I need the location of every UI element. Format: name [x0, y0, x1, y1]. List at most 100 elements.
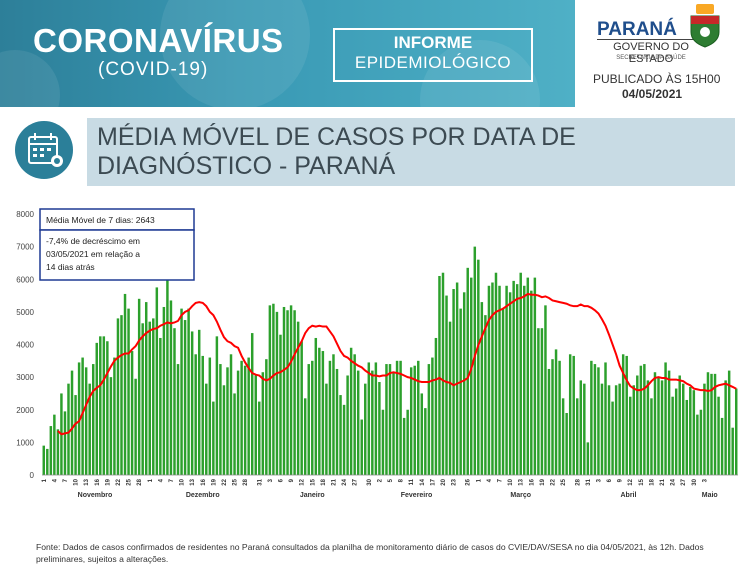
x-tick-label: 4 [52, 478, 58, 482]
daily-cases-bar [448, 321, 452, 475]
daily-cases-bar [540, 328, 544, 475]
daily-cases-bar [346, 375, 349, 475]
month-label: Março [510, 492, 531, 499]
daily-cases-bar [643, 364, 646, 475]
daily-cases-bar [735, 388, 738, 475]
daily-cases-bar [307, 364, 310, 475]
daily-cases-bar [614, 385, 618, 475]
daily-cases-bar [501, 308, 505, 475]
x-tick-label: 27 [353, 478, 359, 485]
daily-cases-bar [554, 349, 558, 475]
daily-cases-bar [724, 380, 727, 475]
daily-cases-bar [660, 380, 664, 475]
section-heading-box: MÉDIA MÓVEL DE CASOS POR DATA DE DIAGNÓS… [87, 118, 735, 186]
daily-cases-bar [674, 388, 678, 475]
daily-cases-bar [169, 300, 173, 475]
published-date: 04/05/2021 [622, 87, 683, 101]
daily-cases-bar [279, 334, 282, 475]
annotation-decrease-line1: -7,4% de decréscimo em [46, 236, 142, 246]
daily-cases-bar [367, 362, 371, 475]
daily-cases-bar [579, 380, 583, 475]
daily-cases-bar [247, 357, 250, 475]
daily-cases-bar [162, 306, 166, 475]
y-tick-label: 2000 [16, 406, 34, 415]
daily-cases-bar [250, 333, 254, 475]
daily-cases-bar [604, 362, 607, 475]
daily-cases-bar [561, 398, 565, 475]
daily-cases-bar [696, 414, 699, 475]
daily-cases-bar [526, 277, 530, 475]
x-tick-label: 10 [180, 478, 186, 485]
daily-cases-bar [682, 383, 685, 475]
section-heading: MÉDIA MÓVEL DE CASOS POR DATA DE DIAGNÓS… [97, 123, 576, 180]
daily-cases-bar [254, 375, 257, 475]
month-label: Janeiro [300, 492, 325, 499]
x-tick-label: 14 [420, 478, 426, 485]
daily-cases-bar [84, 367, 88, 475]
daily-cases-bar [459, 308, 462, 475]
daily-cases-bar [731, 427, 734, 475]
daily-cases-bar [593, 364, 597, 475]
daily-cases-bar [477, 259, 480, 475]
daily-cases-bar [385, 364, 388, 475]
daily-cases-bar [508, 292, 512, 475]
daily-cases-bar [49, 426, 53, 475]
daily-cases-bar [455, 282, 459, 475]
daily-cases-bar [547, 368, 551, 475]
daily-cases-bar [621, 354, 625, 475]
x-tick-label: 7 [169, 478, 175, 482]
daily-cases-bar [303, 398, 307, 475]
daily-cases-bar [190, 331, 194, 475]
daily-cases-bar [229, 354, 233, 475]
daily-cases-bar [194, 354, 197, 475]
source-footnote: Fonte: Dados de casos confirmados de res… [36, 542, 704, 564]
x-tick-label: 23 [452, 478, 458, 485]
daily-cases-bar [339, 395, 342, 475]
daily-cases-bar [720, 417, 724, 475]
daily-cases-bar [727, 370, 731, 475]
annotation-decrease-line2: 03/05/2021 em relação a [46, 249, 140, 259]
daily-cases-bar [282, 306, 286, 475]
x-tick-label: 9 [618, 478, 624, 482]
daily-cases-bar [597, 367, 600, 475]
daily-cases-bar [434, 337, 438, 475]
daily-cases-bar [441, 272, 445, 475]
daily-cases-bar [173, 328, 176, 475]
daily-cases-bar [159, 337, 162, 475]
daily-cases-bar [533, 277, 537, 475]
x-tick-label: 10 [74, 478, 80, 485]
y-tick-label: 1000 [16, 438, 34, 447]
x-tick-label: 17 [430, 478, 436, 485]
daily-cases-bar [667, 370, 671, 475]
daily-cases-bar [70, 370, 74, 475]
published-time: PUBLICADO ÀS 15H00 [593, 72, 721, 86]
y-tick-label: 5000 [16, 308, 34, 317]
daily-cases-bar [653, 372, 657, 475]
daily-cases-bar [144, 302, 148, 475]
daily-cases-bar [565, 413, 568, 475]
daily-cases-bar [650, 398, 653, 475]
daily-cases-bar [713, 373, 717, 475]
daily-cases-bar [120, 315, 123, 475]
annotation-moving-average: Média Móvel de 7 dias: 2643 [46, 215, 155, 225]
x-axis: 1 4 7 10 13 16 19 22 25 28 1 4 7 10 13 16 19 22 25 28 31 3 6 9 1… [42, 474, 738, 499]
daily-cases-bar [268, 305, 272, 475]
report-type-box: INFORME EPIDEMIOLÓGICO [333, 28, 533, 82]
x-tick-label: 13 [84, 478, 90, 485]
daily-cases-bar [657, 377, 660, 476]
x-tick-label: 4 [158, 478, 164, 482]
daily-cases-bar [371, 370, 374, 475]
daily-cases-bar [413, 365, 416, 475]
daily-cases-bar [381, 409, 385, 475]
app-subtitle: (COVID-19) [98, 59, 209, 80]
daily-cases-bar [487, 285, 491, 475]
app-title: CORONAVÍRUS [33, 22, 284, 59]
x-tick-label: 30 [692, 478, 698, 485]
state-crest-icon [690, 4, 720, 48]
daily-cases-bar [551, 359, 554, 475]
daily-cases-bar [399, 360, 402, 475]
x-tick-label: 8 [399, 478, 405, 482]
x-tick-label: 25 [127, 478, 133, 485]
annotation-box-1: Média Móvel de 7 dias: 2643 [39, 208, 195, 231]
